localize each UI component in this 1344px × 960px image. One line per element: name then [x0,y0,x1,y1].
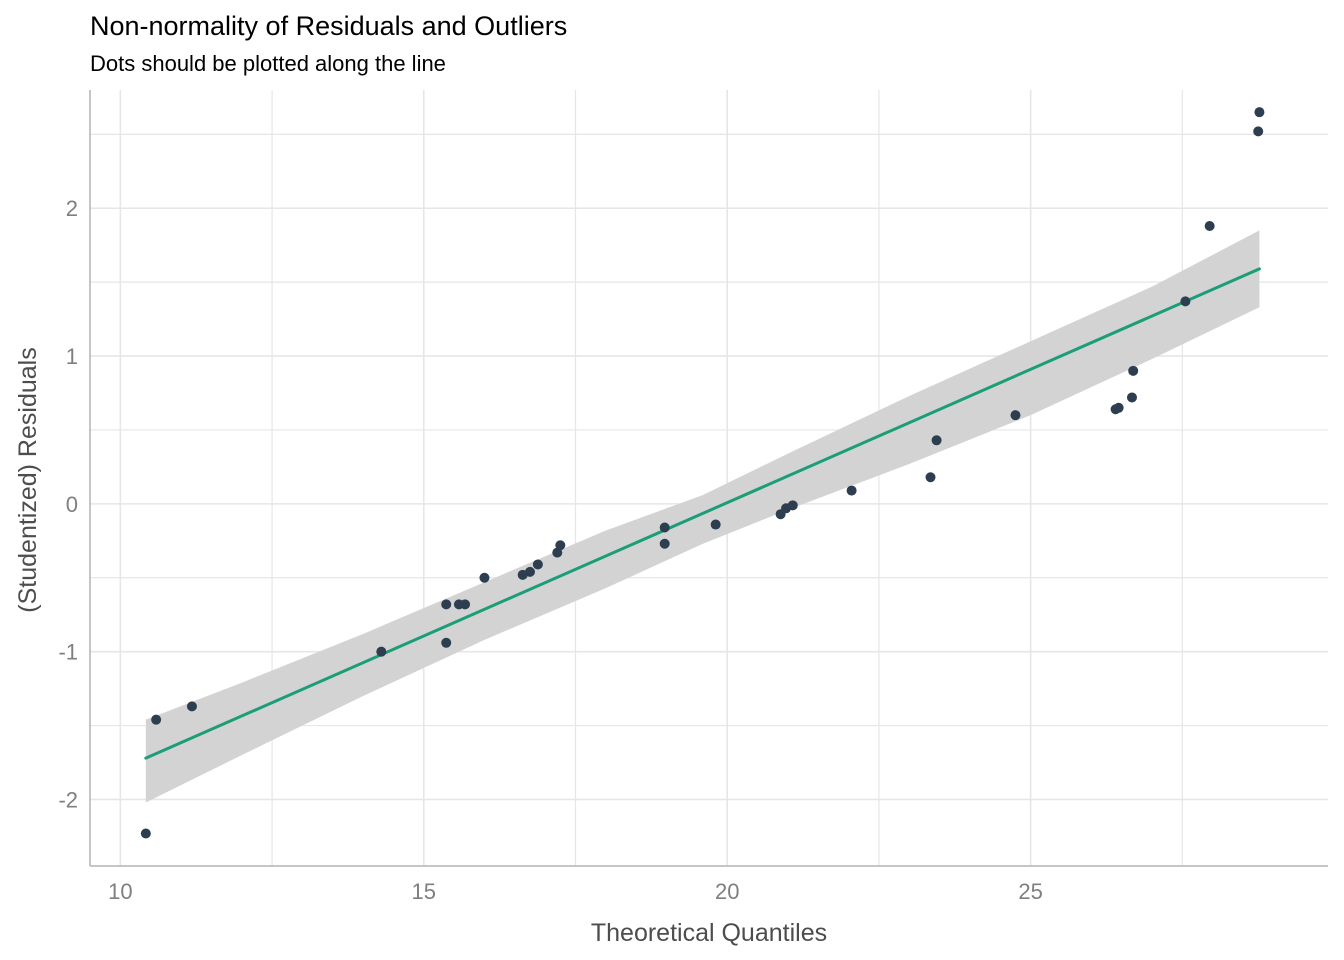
data-point [441,599,452,610]
fit-line [144,267,1261,760]
data-point [140,828,151,839]
data-point [1253,126,1264,137]
data-point [186,701,197,712]
data-point [1180,296,1191,307]
fit-line-layer [144,267,1261,760]
data-point [1113,402,1124,413]
y-tick-label: -2 [58,787,78,812]
chart-subtitle: Dots should be plotted along the line [90,51,446,76]
data-point [376,646,387,657]
y-tick-label: 0 [66,492,78,517]
data-point [659,522,670,533]
y-tick-label: -1 [58,640,78,665]
data-point [787,500,798,511]
data-point [925,472,936,483]
data-point [524,566,535,577]
x-tick-label: 10 [108,879,132,904]
data-point [1128,365,1139,376]
x-tick-label: 20 [715,879,739,904]
data-point [1204,220,1215,231]
data-point [1010,410,1021,421]
data-point [846,485,857,496]
y-axis-title: (Studentized) Residuals [14,347,42,612]
x-tick-label: 25 [1018,879,1042,904]
data-point [532,559,543,570]
confidence-band [145,230,1260,803]
data-point [460,599,471,610]
confidence-band-layer [145,230,1260,803]
data-point [710,519,721,530]
data-point [555,540,566,551]
data-point [1126,392,1137,403]
x-axis-title: Theoretical Quantiles [591,919,827,947]
data-point [479,572,490,583]
y-tick-label: 2 [66,196,78,221]
data-point [1254,107,1265,118]
y-tick-label: 1 [66,344,78,369]
points-layer [140,107,1265,839]
major-gridlines [90,90,1328,866]
axes-layer [89,90,1328,867]
data-point [151,714,162,725]
tick-labels-layer: 10 15 20 25 -2 -1 0 1 2 [58,196,1042,904]
data-point [931,435,942,446]
x-tick-label: 15 [412,879,436,904]
data-point [659,538,670,549]
data-point [441,637,452,648]
minor-gridlines [90,90,1328,866]
chart-title: Non-normality of Residuals and Outliers [90,11,568,41]
